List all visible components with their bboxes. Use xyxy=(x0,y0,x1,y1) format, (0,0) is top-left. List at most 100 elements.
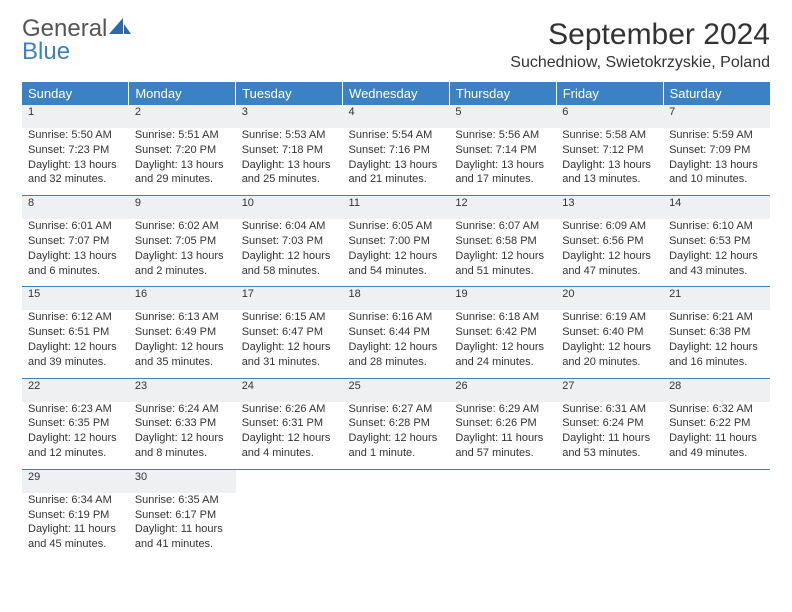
daynum-cell: 12 xyxy=(449,196,556,219)
sunset-line: Sunset: 6:56 PM xyxy=(562,234,657,249)
week-1-daynums: 891011121314 xyxy=(22,196,770,219)
daynum-cell: 19 xyxy=(449,287,556,310)
weekday-header: SundayMondayTuesdayWednesdayThursdayFrid… xyxy=(22,82,770,105)
sunrise-line: Sunrise: 6:10 AM xyxy=(669,219,764,234)
day-cell: Sunrise: 6:04 AMSunset: 7:03 PMDaylight:… xyxy=(236,219,343,287)
day-cell: Sunrise: 6:34 AMSunset: 6:19 PMDaylight:… xyxy=(22,493,129,560)
daylight-line: and 39 minutes. xyxy=(28,355,123,370)
daynum-cell: 29 xyxy=(22,469,129,492)
daylight-line: Daylight: 12 hours xyxy=(669,340,764,355)
daynum-cell: 1 xyxy=(22,105,129,128)
sunrise-line: Sunrise: 6:32 AM xyxy=(669,402,764,417)
day-cell: Sunrise: 5:56 AMSunset: 7:14 PMDaylight:… xyxy=(449,128,556,196)
daylight-line: and 20 minutes. xyxy=(562,355,657,370)
sunrise-line: Sunrise: 5:58 AM xyxy=(562,128,657,143)
sunset-line: Sunset: 7:14 PM xyxy=(455,143,550,158)
daynum-cell: 13 xyxy=(556,196,663,219)
daylight-line: and 17 minutes. xyxy=(455,172,550,187)
daylight-line: Daylight: 11 hours xyxy=(135,522,230,537)
daylight-line: and 57 minutes. xyxy=(455,446,550,461)
daylight-line: Daylight: 12 hours xyxy=(28,431,123,446)
daynum-cell: 5 xyxy=(449,105,556,128)
sunset-line: Sunset: 6:47 PM xyxy=(242,325,337,340)
daylight-line: and 2 minutes. xyxy=(135,264,230,279)
daynum-cell: 30 xyxy=(129,469,236,492)
weekday-tuesday: Tuesday xyxy=(236,82,343,105)
sunset-line: Sunset: 6:51 PM xyxy=(28,325,123,340)
day-cell: Sunrise: 6:31 AMSunset: 6:24 PMDaylight:… xyxy=(556,402,663,470)
daynum-cell: 27 xyxy=(556,378,663,401)
daylight-line: Daylight: 11 hours xyxy=(28,522,123,537)
daylight-line: and 10 minutes. xyxy=(669,172,764,187)
day-cell: Sunrise: 6:02 AMSunset: 7:05 PMDaylight:… xyxy=(129,219,236,287)
day-cell: Sunrise: 6:01 AMSunset: 7:07 PMDaylight:… xyxy=(22,219,129,287)
daylight-line: Daylight: 12 hours xyxy=(455,340,550,355)
daynum-cell: 18 xyxy=(343,287,450,310)
sunset-line: Sunset: 7:23 PM xyxy=(28,143,123,158)
sunset-line: Sunset: 6:17 PM xyxy=(135,508,230,523)
daylight-line: and 49 minutes. xyxy=(669,446,764,461)
daylight-line: and 4 minutes. xyxy=(242,446,337,461)
sunrise-line: Sunrise: 6:18 AM xyxy=(455,310,550,325)
daylight-line: Daylight: 13 hours xyxy=(562,158,657,173)
sunrise-line: Sunrise: 6:27 AM xyxy=(349,402,444,417)
day-cell: Sunrise: 6:35 AMSunset: 6:17 PMDaylight:… xyxy=(129,493,236,560)
daylight-line: and 25 minutes. xyxy=(242,172,337,187)
header: General Blue September 2024 Suchedniow, … xyxy=(22,18,770,72)
daylight-line: and 28 minutes. xyxy=(349,355,444,370)
sunset-line: Sunset: 6:35 PM xyxy=(28,416,123,431)
daylight-line: and 41 minutes. xyxy=(135,537,230,552)
day-cell: Sunrise: 5:59 AMSunset: 7:09 PMDaylight:… xyxy=(663,128,770,196)
sunset-line: Sunset: 6:33 PM xyxy=(135,416,230,431)
day-cell: Sunrise: 5:51 AMSunset: 7:20 PMDaylight:… xyxy=(129,128,236,196)
day-cell: Sunrise: 5:50 AMSunset: 7:23 PMDaylight:… xyxy=(22,128,129,196)
day-cell xyxy=(449,493,556,560)
day-cell: Sunrise: 6:16 AMSunset: 6:44 PMDaylight:… xyxy=(343,310,450,378)
daylight-line: Daylight: 12 hours xyxy=(349,249,444,264)
daylight-line: and 35 minutes. xyxy=(135,355,230,370)
sunrise-line: Sunrise: 5:50 AM xyxy=(28,128,123,143)
day-cell: Sunrise: 6:24 AMSunset: 6:33 PMDaylight:… xyxy=(129,402,236,470)
week-3-content: Sunrise: 6:23 AMSunset: 6:35 PMDaylight:… xyxy=(22,402,770,470)
sunset-line: Sunset: 6:58 PM xyxy=(455,234,550,249)
daylight-line: Daylight: 12 hours xyxy=(28,340,123,355)
daylight-line: Daylight: 13 hours xyxy=(455,158,550,173)
logo-sail-icon xyxy=(109,18,131,41)
daylight-line: and 31 minutes. xyxy=(242,355,337,370)
sunset-line: Sunset: 6:24 PM xyxy=(562,416,657,431)
sunrise-line: Sunrise: 6:23 AM xyxy=(28,402,123,417)
sunset-line: Sunset: 7:03 PM xyxy=(242,234,337,249)
sunset-line: Sunset: 6:31 PM xyxy=(242,416,337,431)
sunrise-line: Sunrise: 6:15 AM xyxy=(242,310,337,325)
week-0-daynums: 1234567 xyxy=(22,105,770,128)
sunset-line: Sunset: 7:12 PM xyxy=(562,143,657,158)
day-cell: Sunrise: 6:19 AMSunset: 6:40 PMDaylight:… xyxy=(556,310,663,378)
sunset-line: Sunset: 7:07 PM xyxy=(28,234,123,249)
daylight-line: Daylight: 12 hours xyxy=(242,340,337,355)
daynum-cell: 4 xyxy=(343,105,450,128)
daylight-line: Daylight: 13 hours xyxy=(28,158,123,173)
weekday-wednesday: Wednesday xyxy=(343,82,450,105)
daylight-line: Daylight: 11 hours xyxy=(562,431,657,446)
weekday-saturday: Saturday xyxy=(663,82,770,105)
daylight-line: and 43 minutes. xyxy=(669,264,764,279)
daylight-line: Daylight: 13 hours xyxy=(135,158,230,173)
sunset-line: Sunset: 6:38 PM xyxy=(669,325,764,340)
daylight-line: and 12 minutes. xyxy=(28,446,123,461)
week-2-content: Sunrise: 6:12 AMSunset: 6:51 PMDaylight:… xyxy=(22,310,770,378)
daylight-line: and 45 minutes. xyxy=(28,537,123,552)
daynum-cell: 10 xyxy=(236,196,343,219)
daylight-line: Daylight: 12 hours xyxy=(669,249,764,264)
sunset-line: Sunset: 6:49 PM xyxy=(135,325,230,340)
sunset-line: Sunset: 6:53 PM xyxy=(669,234,764,249)
daylight-line: and 8 minutes. xyxy=(135,446,230,461)
sunrise-line: Sunrise: 5:54 AM xyxy=(349,128,444,143)
daylight-line: and 6 minutes. xyxy=(28,264,123,279)
daylight-line: and 13 minutes. xyxy=(562,172,657,187)
daylight-line: and 47 minutes. xyxy=(562,264,657,279)
daynum-cell xyxy=(236,469,343,492)
sunrise-line: Sunrise: 6:24 AM xyxy=(135,402,230,417)
daynum-cell: 28 xyxy=(663,378,770,401)
day-cell: Sunrise: 6:29 AMSunset: 6:26 PMDaylight:… xyxy=(449,402,556,470)
daylight-line: Daylight: 12 hours xyxy=(349,431,444,446)
